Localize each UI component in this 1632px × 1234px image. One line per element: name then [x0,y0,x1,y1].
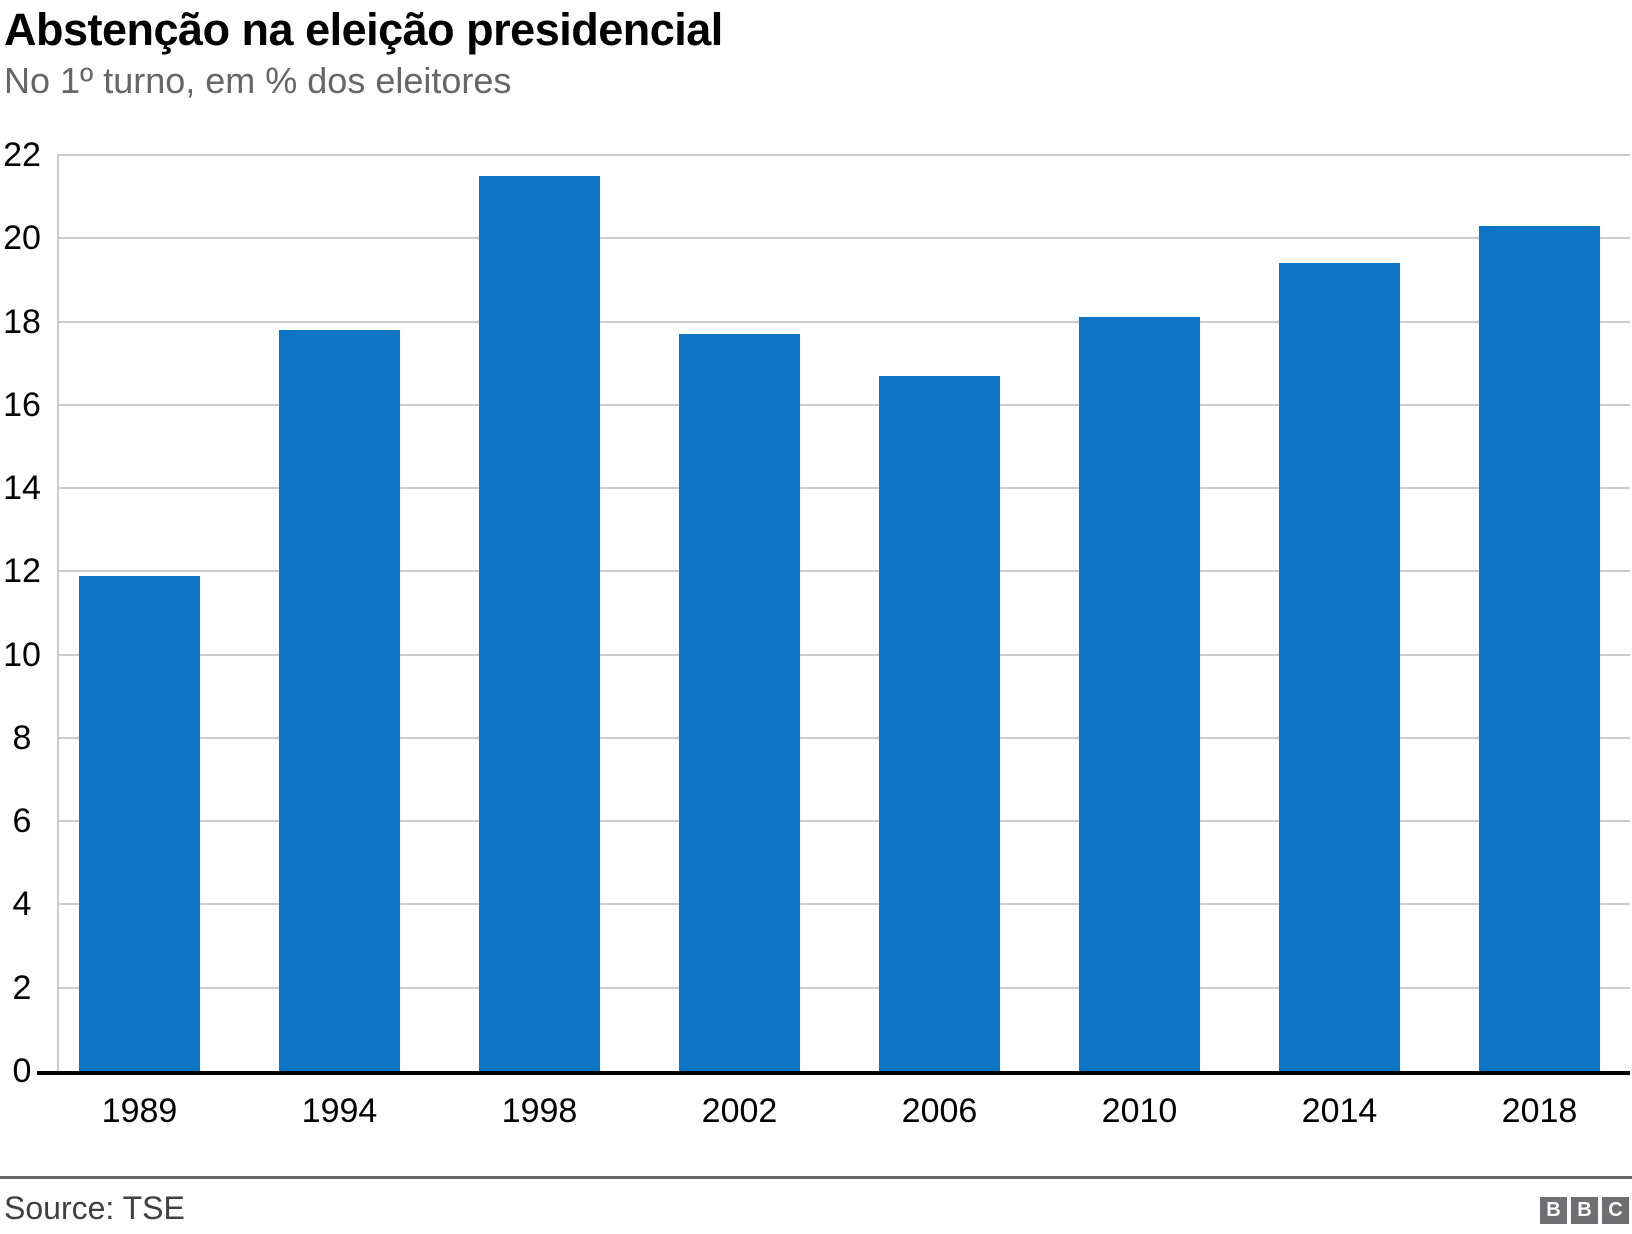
y-axis-line [57,155,59,1071]
gridline-y2 [57,986,1630,989]
chart-subtitle: No 1º turno, em % dos eleitores [4,60,512,101]
gridline-y4 [57,903,1630,906]
y-tick-label-20: 20 [3,219,41,258]
bbc-logo-block-2: B [1571,1197,1598,1224]
bar-2002 [679,334,800,1071]
x-tick-label-1994: 1994 [301,1092,378,1130]
gridline-y14 [57,487,1630,490]
y-tick-label-8: 8 [12,718,32,757]
y-tick-label-22: 22 [3,136,41,174]
x-tick-label-2018: 2018 [1501,1092,1578,1130]
gridline-y22 [57,154,1630,156]
gridline-y12 [57,570,1630,573]
gridline-y8 [57,736,1630,739]
x-tick-label-2006: 2006 [901,1092,978,1130]
bbc-logo-block-1: B [1540,1197,1567,1224]
bar-2010 [1079,317,1200,1071]
bar-1998 [479,175,600,1071]
bar-2018 [1479,225,1600,1071]
x-axis-baseline [37,1071,1630,1075]
x-tick-label-2014: 2014 [1301,1092,1378,1130]
bar-2014 [1279,263,1400,1071]
y-tick-label-12: 12 [3,552,41,591]
x-tick-label-2010: 2010 [1101,1092,1178,1130]
y-tick-label-14: 14 [3,469,41,508]
y-tick-label-6: 6 [12,802,32,841]
bar-1989 [79,575,200,1071]
y-tick-label-2: 2 [12,968,32,1007]
y-tick-label-18: 18 [3,302,41,341]
y-tick-label-10: 10 [3,635,41,674]
x-tick-label-2002: 2002 [701,1092,778,1130]
y-tick-label-0: 0 [12,1052,32,1090]
bar-1994 [279,329,400,1071]
source-credit: Source: TSE [4,1190,185,1226]
footer-divider [0,1176,1632,1179]
gridline-y18 [57,320,1630,323]
gridline-y20 [57,237,1630,240]
gridline-y16 [57,403,1630,406]
gridline-y6 [57,820,1630,823]
plot-area [37,154,1630,1075]
x-tick-label-1989: 1989 [101,1092,178,1130]
gridline-y10 [57,653,1630,656]
x-tick-label-1998: 1998 [501,1092,578,1130]
chart-title: Abstenção na eleição presidencial [4,4,723,55]
y-tick-label-4: 4 [12,885,32,924]
y-tick-label-16: 16 [3,385,41,424]
bar-2006 [879,375,1000,1071]
bbc-logo-block-3: C [1602,1197,1629,1224]
